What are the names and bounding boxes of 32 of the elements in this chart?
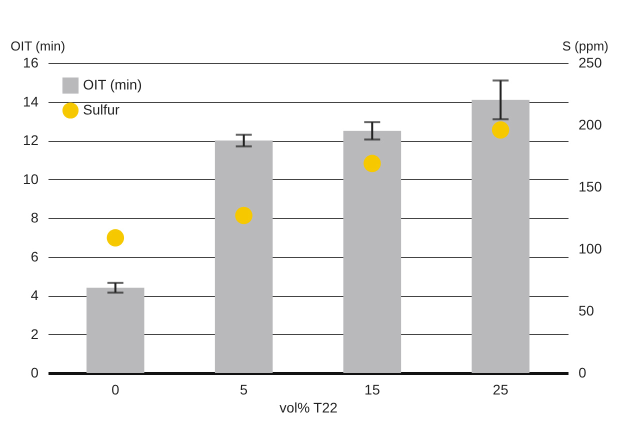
point bbox=[235, 206, 252, 224]
y2-tick-label: 0 bbox=[578, 364, 586, 380]
point bbox=[492, 121, 510, 139]
point bbox=[106, 229, 124, 246]
y-axis-title: OIT (min) bbox=[10, 38, 66, 54]
y-tick-label: 14 bbox=[22, 93, 39, 110]
y-tick-label: 16 bbox=[22, 54, 39, 70]
y-tick-label: 0 bbox=[30, 364, 39, 380]
x-tick-label: 5 bbox=[240, 382, 248, 398]
bar bbox=[343, 130, 402, 373]
legend-label: Sulfur bbox=[83, 102, 120, 118]
bar bbox=[86, 288, 144, 373]
y2-tick-label: 100 bbox=[578, 240, 602, 256]
y2-tick-label: 250 bbox=[578, 54, 602, 70]
y2-tick-label: 150 bbox=[578, 178, 602, 194]
x-axis-title: vol% T22 bbox=[279, 400, 338, 416]
y-tick-label: 4 bbox=[30, 287, 39, 303]
y-tick-label: 8 bbox=[30, 210, 39, 226]
bar bbox=[472, 100, 530, 373]
y2-tick-label: 200 bbox=[578, 116, 602, 132]
bar bbox=[214, 140, 273, 373]
point bbox=[364, 154, 381, 172]
y2-tick-label: 50 bbox=[578, 302, 594, 318]
x-tick-label: 0 bbox=[112, 382, 120, 398]
y-tick-label: 6 bbox=[30, 248, 39, 264]
legend-label: OIT (min) bbox=[83, 76, 142, 92]
x-tick-label: 15 bbox=[364, 382, 380, 398]
y-tick-label: 10 bbox=[22, 170, 39, 187]
y-tick-label: 12 bbox=[22, 132, 39, 148]
y2-axis-title: S (ppm) bbox=[562, 38, 608, 54]
x-tick-label: 25 bbox=[492, 382, 509, 398]
y-tick-label: 2 bbox=[30, 326, 39, 342]
